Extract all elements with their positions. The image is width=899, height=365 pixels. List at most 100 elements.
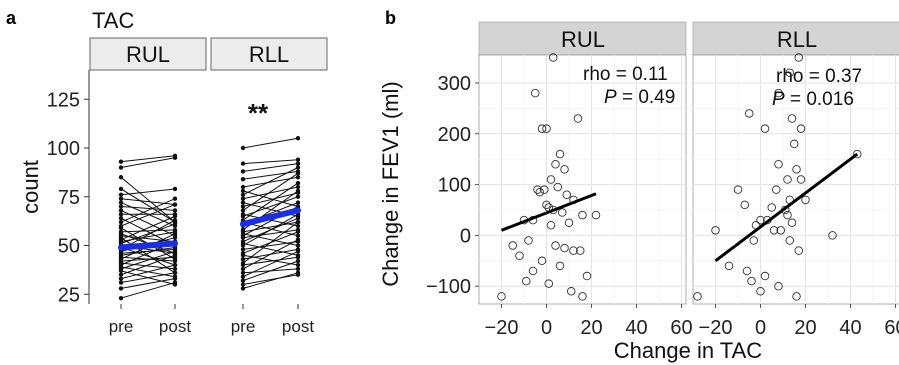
pair-point-pre [118,219,124,225]
pair-point-post [295,171,301,176]
pair-point-pre [118,212,124,217]
pair-point-pre [118,280,124,285]
x-ticks-a: pre post pre post [109,304,314,336]
pair-point-pre [118,159,124,164]
scatter-point [573,114,583,123]
pair-line [120,250,176,270]
pair-line [242,250,299,278]
pair-point-post [295,180,301,186]
rho-rll: rho = 0.37 [776,66,862,87]
scatter-point [558,208,567,217]
x-axis-label-b: Change in TAC [614,338,762,363]
pair-point-post [295,194,301,199]
pair-line [120,157,176,168]
scatter-point [560,243,569,253]
y-axis-label-a: count [18,160,43,214]
panel-a-label: a [6,8,17,28]
pair-line [242,167,299,196]
y-tick-label: 25 [58,284,80,306]
mean-line-rll [240,207,301,228]
pair-line [120,229,176,233]
pair-line [120,198,176,206]
scatter-point [711,226,720,235]
p-label-rul: P [604,87,617,108]
pair-line [120,188,176,223]
scatter-point [582,271,592,281]
pair-point-pre [118,286,124,291]
scatter-point [787,114,797,123]
pair-point-pre [118,272,124,277]
pair-line [120,262,176,270]
scatter-point [785,236,795,245]
scatter-point [560,165,569,174]
scatter-point [546,220,556,230]
strip-rll-bg [210,37,328,71]
pair-line [120,282,176,299]
scatter-point [508,241,518,250]
pair-point-post [295,136,301,141]
pair-line [242,172,299,211]
pair-point-post [172,276,178,281]
pair-line [120,198,176,223]
x-tick-label: 40 [839,317,861,339]
pair-line [120,246,176,256]
scatter-point [767,203,777,212]
scatter-point [794,53,804,62]
strip-b-rul-label: RUL [561,27,605,52]
pair-point-pre [240,161,246,166]
pair-point-post [295,262,301,268]
x-tick-label: 60 [670,317,692,339]
scatter-point [787,218,797,227]
panel-a-title: TAC [92,8,134,33]
strip-rll-label: RLL [249,42,289,67]
pair-point-pre [118,165,124,170]
scatter-point [535,187,545,197]
pair-point-pre [240,196,246,201]
y-tick-label: 0 [460,225,471,247]
pair-line [120,223,176,245]
pair-point-pre [240,274,246,279]
series-rll-pairs [240,136,301,291]
pair-point-post [172,262,178,268]
scatter-point [553,182,563,192]
scatter-point [567,287,576,296]
pair-point-pre [118,200,124,205]
pair-point-post [172,217,178,223]
pair-line [242,170,299,180]
y-axis-label-b: Change in FEV1 (ml) [378,81,403,286]
scatter-point [551,241,560,250]
scatter-point [792,165,801,174]
pair-point-post [295,188,301,194]
scatter-point [544,279,554,288]
pair-line [242,221,299,233]
scatter-point [756,287,765,296]
pair-point-pre [240,214,246,219]
pair-point-pre [240,282,246,287]
y-ticks-a: 25 50 75 100 125 [47,89,89,306]
y-tick-label: 100 [47,138,80,160]
scatter-point [776,226,786,235]
series-rul-pairs [118,153,178,301]
pair-point-pre [240,253,246,258]
scatter-point [785,68,795,78]
pair-point-post [172,266,178,272]
pair-point-post [295,266,301,272]
scatter-point [542,124,551,133]
scatter-point [551,160,560,169]
scatter-point [745,109,754,118]
pair-point-pre [118,268,124,274]
pair-point-post [295,175,301,180]
scatter-point [578,210,587,220]
x-tick-label: post [282,317,314,336]
p-value-text-rll: = 0.016 [785,89,854,110]
pair-point-post [295,270,301,275]
rho-rul: rho = 0.11 [583,64,668,85]
x-tick-label: 20 [580,317,602,339]
pair-point-pre [118,196,124,201]
scatter-point [549,53,558,62]
pair-point-post [172,235,178,240]
pair-point-post [295,233,301,238]
pair-point-pre [240,262,246,268]
p-value-rul: P = 0.49 [604,87,675,108]
pair-line [242,241,299,250]
